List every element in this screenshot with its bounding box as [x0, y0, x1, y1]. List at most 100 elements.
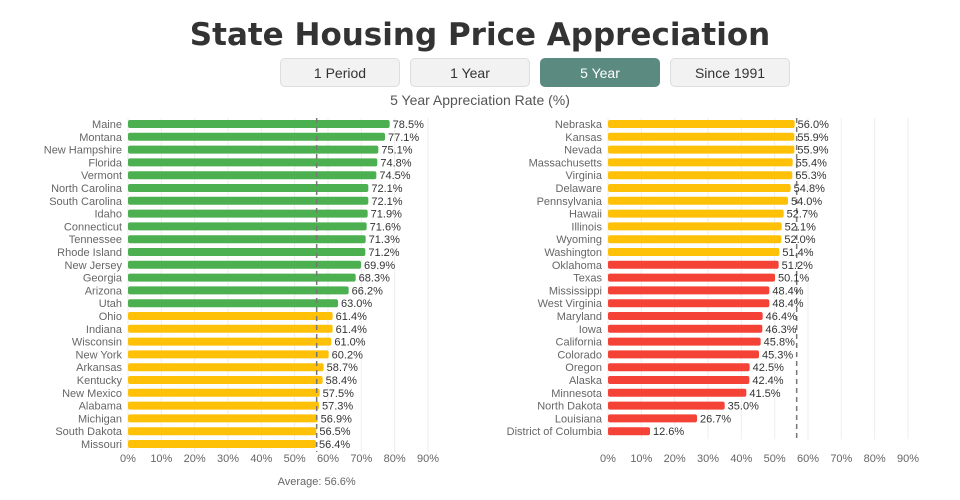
y-tick-label: District of Columbia [507, 426, 603, 438]
y-tick-label: Wyoming [556, 234, 602, 246]
y-tick-label: Hawaii [569, 209, 602, 221]
y-tick-label: Idaho [94, 209, 122, 221]
bar [608, 299, 770, 308]
y-tick-label: Vermont [81, 170, 122, 182]
y-tick-label: New York [76, 349, 123, 361]
bar [128, 248, 366, 256]
x-tick-label: 10% [150, 453, 172, 465]
y-tick-label: Florida [88, 157, 123, 169]
data-label: 61.4% [336, 324, 367, 336]
data-label: 48.4% [772, 285, 803, 297]
bar [128, 222, 367, 231]
bar [128, 440, 316, 448]
y-tick-label: Georgia [83, 273, 123, 285]
data-label: 66.2% [352, 285, 383, 297]
data-label: 61.4% [336, 311, 367, 323]
bar [128, 273, 356, 282]
data-label: 72.1% [371, 183, 402, 195]
data-label: 60.2% [332, 349, 363, 361]
bar [608, 196, 788, 205]
x-tick-label: 30% [697, 453, 719, 465]
data-label: 26.7% [700, 413, 731, 425]
bar [128, 184, 369, 192]
x-tick-label: 50% [284, 453, 306, 465]
y-tick-label: Michigan [78, 413, 122, 425]
bar [128, 286, 349, 295]
data-label: 54.0% [791, 196, 822, 208]
data-label: 52.7% [787, 209, 818, 221]
bar [128, 401, 319, 410]
data-label: 78.5% [393, 119, 424, 131]
bar [608, 376, 750, 384]
data-label: 63.0% [341, 298, 372, 310]
data-label: 55.9% [797, 145, 828, 157]
data-label: 56.4% [319, 439, 350, 451]
y-tick-label: Mississippi [549, 285, 602, 297]
x-tick-label: 60% [797, 453, 819, 465]
data-label: 48.4% [772, 298, 803, 310]
bar [128, 196, 369, 205]
data-label: 50.1% [778, 273, 809, 285]
data-label: 35.0% [728, 401, 759, 413]
x-tick-label: 0% [600, 453, 616, 465]
y-tick-label: Montana [79, 132, 123, 144]
y-tick-label: Kentucky [77, 375, 123, 387]
data-label: 42.5% [753, 362, 784, 374]
data-label: 71.3% [369, 234, 400, 246]
bar [128, 363, 324, 372]
data-label: 52.0% [784, 234, 815, 246]
data-label: 46.4% [766, 311, 797, 323]
x-tick-label: 20% [664, 453, 686, 465]
period-button-since-1991[interactable]: Since 1991 [670, 58, 790, 87]
y-tick-label: Indiana [86, 324, 123, 336]
data-label: 61.0% [334, 337, 365, 349]
y-tick-label: Kansas [565, 132, 602, 144]
y-tick-label: Maryland [557, 311, 602, 323]
data-label: 57.3% [322, 401, 353, 413]
data-label: 71.9% [371, 209, 402, 221]
x-tick-label: 0% [120, 453, 136, 465]
data-label: 52.1% [785, 221, 816, 233]
y-tick-label: Ohio [99, 311, 122, 323]
y-tick-label: Tennessee [69, 234, 122, 246]
bar [128, 312, 333, 320]
x-tick-label: 30% [217, 453, 239, 465]
bar [608, 235, 782, 244]
bar [608, 337, 761, 346]
bar [128, 299, 338, 308]
bar [608, 427, 650, 436]
data-label: 45.8% [764, 337, 795, 349]
period-button-1-period[interactable]: 1 Period [280, 58, 400, 87]
data-label: 72.1% [371, 196, 402, 208]
period-button-5-year[interactable]: 5 Year [540, 58, 660, 87]
bar [128, 388, 320, 397]
x-tick-label: 20% [184, 453, 206, 465]
bar [608, 158, 793, 167]
data-label: 51.2% [782, 260, 813, 272]
x-tick-label: 40% [730, 453, 752, 465]
data-label: 46.3% [765, 324, 796, 336]
y-tick-label: Wisconsin [72, 337, 122, 349]
bar [608, 312, 763, 320]
bar [128, 350, 329, 359]
data-label: 55.4% [796, 157, 827, 169]
y-tick-label: Pennsylvania [537, 196, 603, 208]
bar [128, 376, 323, 384]
y-tick-label: Virginia [566, 170, 603, 182]
y-tick-label: Maine [92, 119, 122, 131]
data-label: 56.5% [319, 426, 350, 438]
x-tick-label: 70% [350, 453, 372, 465]
bar [608, 324, 763, 333]
data-label: 57.5% [323, 388, 354, 400]
bar [608, 184, 791, 192]
x-tick-label: 70% [830, 453, 852, 465]
period-button-1-year[interactable]: 1 Year [410, 58, 530, 87]
chart-title: 5 Year Appreciation Rate (%) [390, 92, 570, 108]
period-selector: 1 Period 1 Year 5 Year Since 1991 [280, 58, 790, 87]
page-title: State Housing Price Appreciation [189, 17, 771, 53]
y-tick-label: South Carolina [49, 196, 123, 208]
bar [608, 286, 770, 295]
data-label: 12.6% [653, 426, 684, 438]
y-tick-label: Oklahoma [552, 260, 603, 272]
data-label: 68.3% [359, 273, 390, 285]
